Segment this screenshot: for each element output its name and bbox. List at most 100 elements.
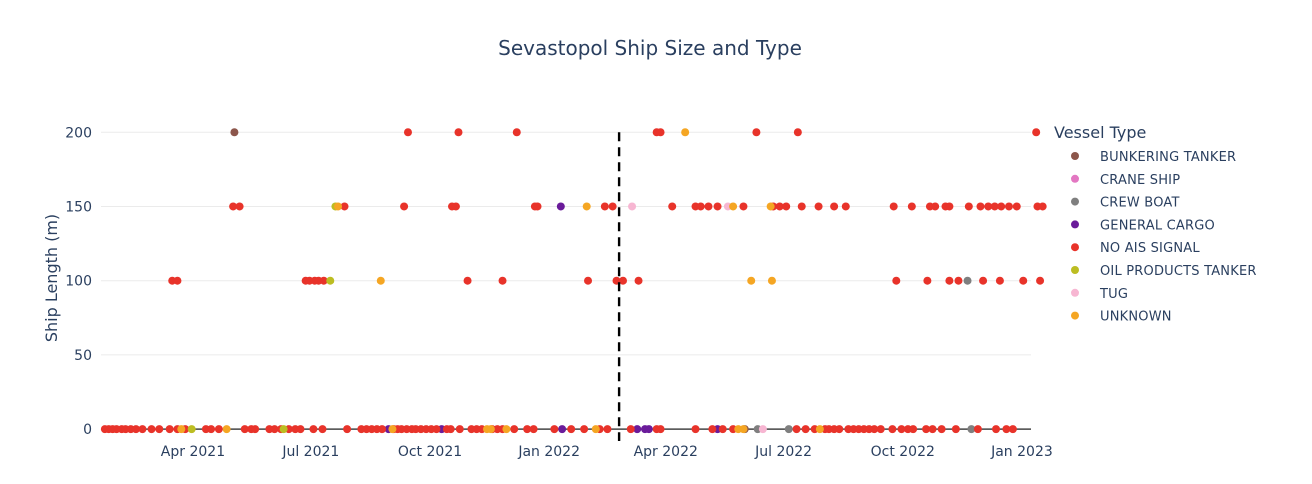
point-no-ais-signal: [550, 425, 559, 434]
point-no-ais-signal: [922, 425, 931, 434]
legend-item-label: GENERAL CARGO: [1100, 218, 1215, 233]
point-unknown: [582, 202, 591, 211]
point-no-ais-signal: [752, 128, 761, 137]
point-no-ais-signal: [775, 202, 784, 211]
point-no-ais-signal: [656, 425, 665, 434]
legend-item-label: TUG: [1099, 287, 1128, 302]
x-tick-label: Jul 2021: [281, 444, 339, 460]
point-no-ais-signal: [296, 425, 305, 434]
legend-item-label: CREW BOAT: [1100, 196, 1180, 211]
point-unknown: [815, 425, 824, 434]
point-no-ais-signal: [533, 202, 542, 211]
point-no-ais-signal: [696, 202, 705, 211]
point-no-ais-signal: [529, 425, 538, 434]
point-no-ais-signal: [951, 425, 960, 434]
x-tick-label: Jan 2023: [990, 444, 1053, 460]
legend-marker: [1071, 311, 1079, 320]
point-no-ais-signal: [909, 425, 918, 434]
point-oil-products-tanker: [326, 276, 335, 285]
point-no-ais-signal: [1032, 128, 1041, 137]
legend-marker: [1071, 243, 1079, 252]
point-no-ais-signal: [739, 202, 748, 211]
point-no-ais-signal: [892, 276, 901, 285]
point-unknown: [729, 202, 738, 211]
point-oil-products-tanker: [279, 425, 288, 434]
point-bunkering-tanker: [230, 128, 239, 137]
point-no-ais-signal: [270, 425, 279, 434]
point-unknown: [681, 128, 690, 137]
point-no-ais-signal: [713, 202, 722, 211]
legend-item-label: OIL PRODUCTS TANKER: [1100, 264, 1257, 279]
x-tick-label: Oct 2021: [398, 444, 462, 460]
point-no-ais-signal: [923, 276, 932, 285]
point-no-ais-signal: [618, 276, 627, 285]
point-unknown: [747, 276, 756, 285]
point-no-ais-signal: [984, 202, 993, 211]
point-no-ais-signal: [793, 128, 802, 137]
point-no-ais-signal: [976, 202, 985, 211]
point-no-ais-signal: [937, 425, 946, 434]
point-no-ais-signal: [318, 425, 327, 434]
point-unknown: [766, 202, 775, 211]
point-no-ais-signal: [235, 202, 244, 211]
point-no-ais-signal: [876, 425, 885, 434]
point-no-ais-signal: [498, 276, 507, 285]
point-no-ais-signal: [1008, 425, 1017, 434]
point-no-ais-signal: [463, 276, 472, 285]
point-no-ais-signal: [138, 425, 147, 434]
point-tug: [758, 425, 767, 434]
legend-item-label: NO AIS SIGNAL: [1100, 241, 1200, 256]
point-no-ais-signal: [251, 425, 260, 434]
legend-marker: [1071, 197, 1079, 206]
point-no-ais-signal: [340, 202, 349, 211]
point-no-ais-signal: [309, 425, 318, 434]
point-no-ais-signal: [510, 425, 519, 434]
point-no-ais-signal: [131, 425, 140, 434]
point-no-ais-signal: [995, 276, 1004, 285]
point-no-ais-signal: [626, 425, 635, 434]
point-unknown: [486, 425, 495, 434]
legend-marker: [1071, 266, 1079, 274]
point-unknown: [388, 425, 397, 434]
point-no-ais-signal: [1019, 276, 1028, 285]
point-crew-boat: [967, 425, 976, 434]
point-no-ais-signal: [1012, 202, 1021, 211]
y-tick-label: 150: [65, 199, 92, 215]
point-no-ais-signal: [797, 202, 806, 211]
point-no-ais-signal: [432, 425, 441, 434]
point-no-ais-signal: [455, 425, 464, 434]
legend-marker: [1071, 152, 1079, 160]
point-no-ais-signal: [1036, 276, 1045, 285]
x-tick-label: Apr 2021: [161, 444, 225, 460]
point-no-ais-signal: [656, 128, 665, 137]
point-no-ais-signal: [165, 425, 174, 434]
legend-title: Vessel Type: [1054, 123, 1146, 142]
point-no-ais-signal: [229, 202, 238, 211]
point-no-ais-signal: [1038, 202, 1047, 211]
point-unknown: [502, 425, 511, 434]
gridlines: [101, 131, 1031, 430]
point-general-cargo: [556, 202, 565, 211]
x-tick-label: Jan 2022: [517, 444, 580, 460]
data-points: [100, 128, 1047, 434]
point-no-ais-signal: [207, 425, 216, 434]
axes: 0 50 100 150 200 Apr 2021 Jul 2021 Oct 2021 Jan …: [65, 125, 1053, 460]
point-no-ais-signal: [814, 202, 823, 211]
point-no-ais-signal: [668, 202, 677, 211]
point-no-ais-signal: [945, 276, 954, 285]
y-tick-label: 200: [65, 125, 92, 141]
point-no-ais-signal: [454, 128, 463, 137]
point-no-ais-signal: [173, 276, 182, 285]
point-no-ais-signal: [704, 202, 713, 211]
point-no-ais-signal: [147, 425, 156, 434]
point-no-ais-signal: [964, 202, 973, 211]
point-no-ais-signal: [1004, 202, 1013, 211]
point-crew-boat: [963, 276, 972, 285]
point-no-ais-signal: [992, 425, 1001, 434]
y-axis-title: Ship Length (m): [42, 214, 61, 342]
point-no-ais-signal: [897, 425, 906, 434]
y-tick-label: 100: [65, 274, 92, 290]
point-no-ais-signal: [792, 425, 801, 434]
point-no-ais-signal: [888, 425, 897, 434]
point-no-ais-signal: [708, 425, 717, 434]
